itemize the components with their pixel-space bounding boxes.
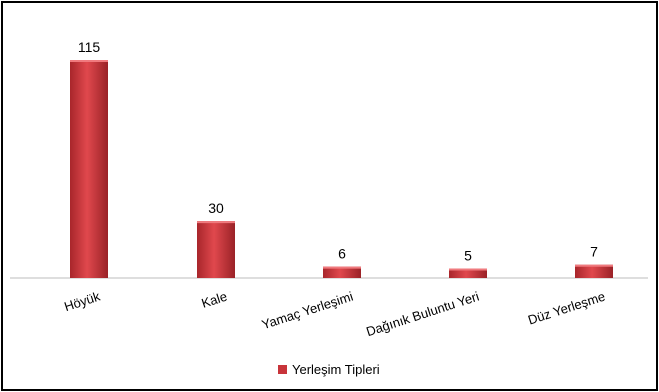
bar-yamaç-yerleşimi bbox=[323, 266, 361, 278]
data-label: 6 bbox=[338, 246, 346, 262]
category-label: Düz Yerleşme bbox=[526, 289, 607, 328]
data-label: 7 bbox=[590, 244, 598, 260]
bar-top-highlight bbox=[323, 266, 361, 269]
bar-top-highlight bbox=[449, 268, 487, 271]
bar-höyük bbox=[70, 60, 108, 278]
data-label: 5 bbox=[464, 248, 472, 264]
legend-label: Yerleşim Tipleri bbox=[292, 362, 380, 377]
category-label: Kale bbox=[200, 289, 229, 311]
bar-dağınık-buluntu-yeri bbox=[449, 268, 487, 278]
data-label: 30 bbox=[208, 200, 224, 216]
category-label: Höyük bbox=[62, 288, 102, 314]
bar-top-highlight bbox=[575, 264, 613, 267]
bar-kale bbox=[197, 221, 235, 278]
legend-swatch bbox=[278, 365, 287, 374]
data-label: 115 bbox=[78, 39, 101, 55]
category-label: Yamaç Yerleşimi bbox=[260, 289, 355, 333]
category-label: Dağınık Buluntu Yeri bbox=[364, 289, 481, 340]
bar-top-highlight bbox=[197, 221, 235, 224]
bar-top-highlight bbox=[70, 60, 108, 62]
bar-düz-yerleşme bbox=[575, 264, 613, 278]
legend: Yerleşim Tipleri bbox=[278, 362, 380, 377]
